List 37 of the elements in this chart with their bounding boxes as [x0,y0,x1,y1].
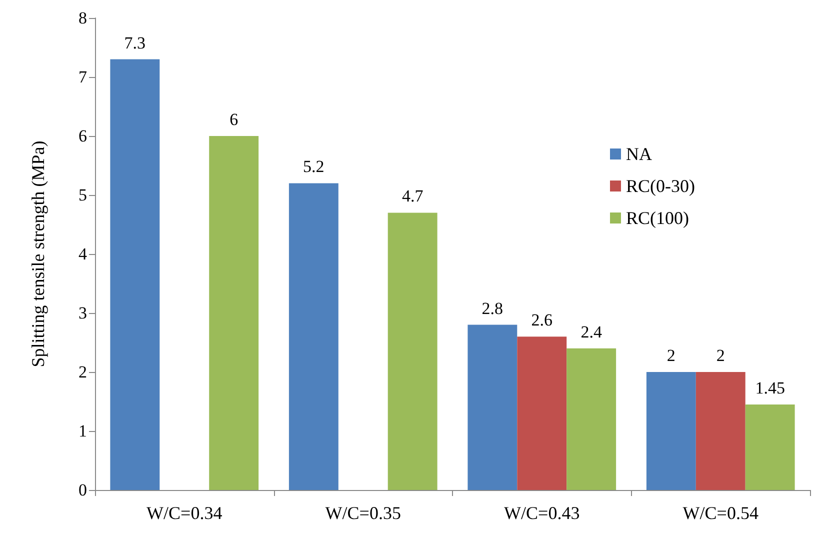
y-tick-label: 0 [78,480,87,500]
data-label: 2.8 [482,298,504,318]
legend-label: RC(100) [626,208,690,228]
data-label: 2.4 [580,322,602,342]
bar [288,183,338,490]
data-label: 4.7 [402,186,424,206]
y-tick-label: 7 [78,68,88,86]
data-label: 2 [716,346,725,365]
bar [646,372,696,490]
bar [468,324,518,490]
y-tick-label: 5 [78,186,87,204]
data-label: 2 [666,346,676,365]
bar [517,336,567,490]
bar [566,348,616,490]
bar [388,212,438,490]
y-tick-label: 1 [78,422,87,440]
x-tick-label: W/C=0.34 [146,503,222,523]
y-tick-label: 3 [78,304,87,322]
data-label: 1.45 [755,378,785,398]
bar [696,372,746,490]
x-tick-label: W/C=0.54 [682,503,758,523]
y-tick-label: 6 [78,126,87,146]
legend-label: NA [626,144,652,164]
x-tick-label: W/C=0.43 [504,503,580,523]
y-tick-label: 4 [78,244,88,264]
bar [110,59,160,490]
legend-label: RC(0-30) [626,176,696,196]
y-tick-label: 2 [78,362,87,382]
data-label: 5.2 [303,157,324,176]
y-tick-label: 8 [78,8,87,28]
data-label: 7.3 [124,33,146,52]
y-axis-title: Splitting tensile strength (MPa) [28,140,48,368]
bar [745,404,795,490]
data-label: 6 [230,110,238,129]
bar [209,136,259,490]
x-tick-label: W/C=0.35 [325,503,401,523]
data-label: 2.6 [531,310,552,330]
